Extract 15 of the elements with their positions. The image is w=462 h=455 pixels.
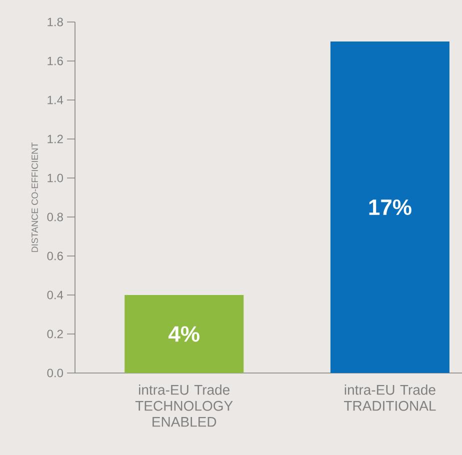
y-tick-label: 0.4 [47,290,64,300]
y-axis-title: DISTANCE CO-EFFICIENT [32,142,38,252]
y-tick-label: 1.8 [48,18,63,26]
x-tick-label: intra-EU Trade TECHNOLOGY ENABLED [135,384,233,427]
annotation: 4% [168,326,200,342]
annotation: 17% [369,200,412,215]
y-tick-label: 0.6 [47,252,63,260]
y-tick-label: 1.6 [48,56,63,66]
x-tick-label: intra-EU Trade TRADITIONAL [344,384,436,411]
y-tick-label: 1.4 [48,96,64,104]
y-tick-label: 0.2 [47,330,63,338]
y-tick-label: 1.0 [48,174,64,182]
y-tick-label: 0.0 [47,368,64,378]
y-tick-label: 1.2 [48,134,63,144]
y-tick-label: 0.8 [47,212,63,222]
